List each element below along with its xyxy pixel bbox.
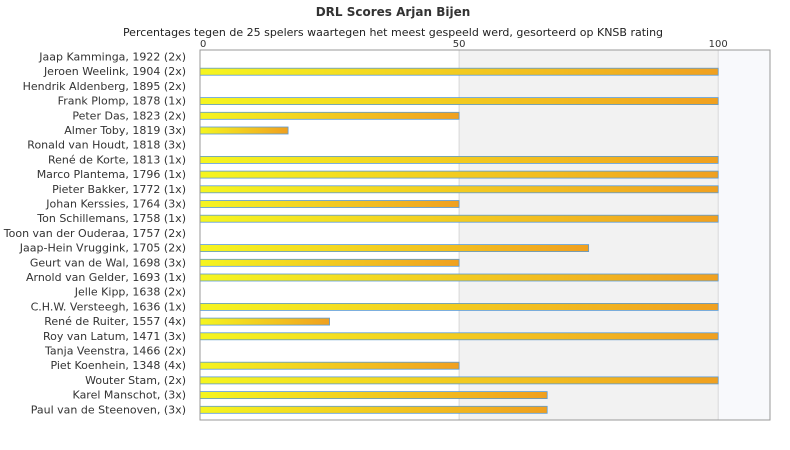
category-label: C.H.W. Versteegh, 1636 (1x)	[31, 300, 186, 313]
category-label: Geurt van de Wal, 1698 (3x)	[30, 256, 186, 269]
bar	[199, 126, 289, 135]
plot-frame	[199, 49, 771, 421]
chart-title: DRL Scores Arjan Bijen	[316, 5, 471, 19]
bars	[199, 67, 719, 414]
category-labels: Jaap Kamminga, 1922 (2x)Jeroen Weelink, …	[3, 51, 186, 417]
bar	[199, 111, 460, 120]
category-label: Piet Koenhein, 1348 (4x)	[50, 359, 186, 372]
bar	[199, 170, 719, 179]
category-label: Frank Plomp, 1878 (1x)	[58, 95, 186, 108]
category-label: Paul van de Steenoven, (3x)	[31, 403, 186, 416]
bar	[199, 391, 548, 400]
x-tick-label: 0	[200, 39, 206, 50]
category-label: Karel Manschot, (3x)	[73, 389, 186, 402]
bar	[199, 214, 719, 223]
category-label: Johan Kerssies, 1764 (3x)	[45, 198, 186, 211]
x-tick-label: 50	[453, 39, 466, 50]
bar	[199, 97, 719, 105]
category-label: Marco Plantema, 1796 (1x)	[37, 168, 186, 181]
plot-band-0-50	[200, 50, 460, 420]
category-label: Almer Toby, 1819 (3x)	[64, 124, 186, 137]
bar	[199, 302, 719, 311]
category-label: Jelle Kipp, 1638 (2x)	[74, 286, 186, 299]
bar	[199, 67, 719, 76]
bar	[199, 376, 719, 385]
bar	[199, 258, 460, 267]
bar	[199, 405, 548, 414]
chart-subtitle: Percentages tegen de 25 spelers waartege…	[123, 26, 663, 39]
plot-band-100-plus	[718, 50, 770, 420]
bar	[199, 185, 719, 194]
bar	[199, 317, 330, 326]
category-label: René de Korte, 1813 (1x)	[48, 153, 186, 166]
category-label: Jaap Kamminga, 1922 (2x)	[38, 51, 186, 64]
category-label: Roy van Latum, 1471 (3x)	[43, 330, 186, 343]
bar	[199, 200, 460, 208]
category-label: Jaap-Hein Vruggink, 1705 (2x)	[19, 242, 186, 255]
category-label: Jeroen Weelink, 1904 (2x)	[43, 65, 186, 78]
category-label: Pieter Bakker, 1772 (1x)	[52, 183, 186, 196]
bar	[199, 155, 719, 164]
category-label: Ton Schillemans, 1758 (1x)	[36, 212, 186, 225]
plot-band-50-100	[459, 50, 719, 420]
x-tick-label: 100	[709, 39, 728, 50]
category-label: Hendrik Aldenberg, 1895 (2x)	[23, 80, 186, 93]
category-label: Arnold van Gelder, 1693 (1x)	[26, 271, 186, 284]
category-label: Toon van der Ouderaa, 1757 (2x)	[3, 227, 186, 240]
bar	[199, 332, 719, 341]
bar	[199, 361, 460, 370]
category-label: Ronald van Houdt, 1818 (3x)	[27, 139, 186, 152]
category-label: Peter Das, 1823 (2x)	[72, 109, 186, 122]
plot-background	[200, 50, 770, 420]
bar	[199, 273, 719, 282]
category-label: Wouter Stam, (2x)	[85, 374, 186, 387]
category-label: René de Ruiter, 1557 (4x)	[44, 315, 186, 328]
category-label: Tanja Veenstra, 1466 (2x)	[44, 345, 186, 358]
bar	[199, 244, 590, 253]
